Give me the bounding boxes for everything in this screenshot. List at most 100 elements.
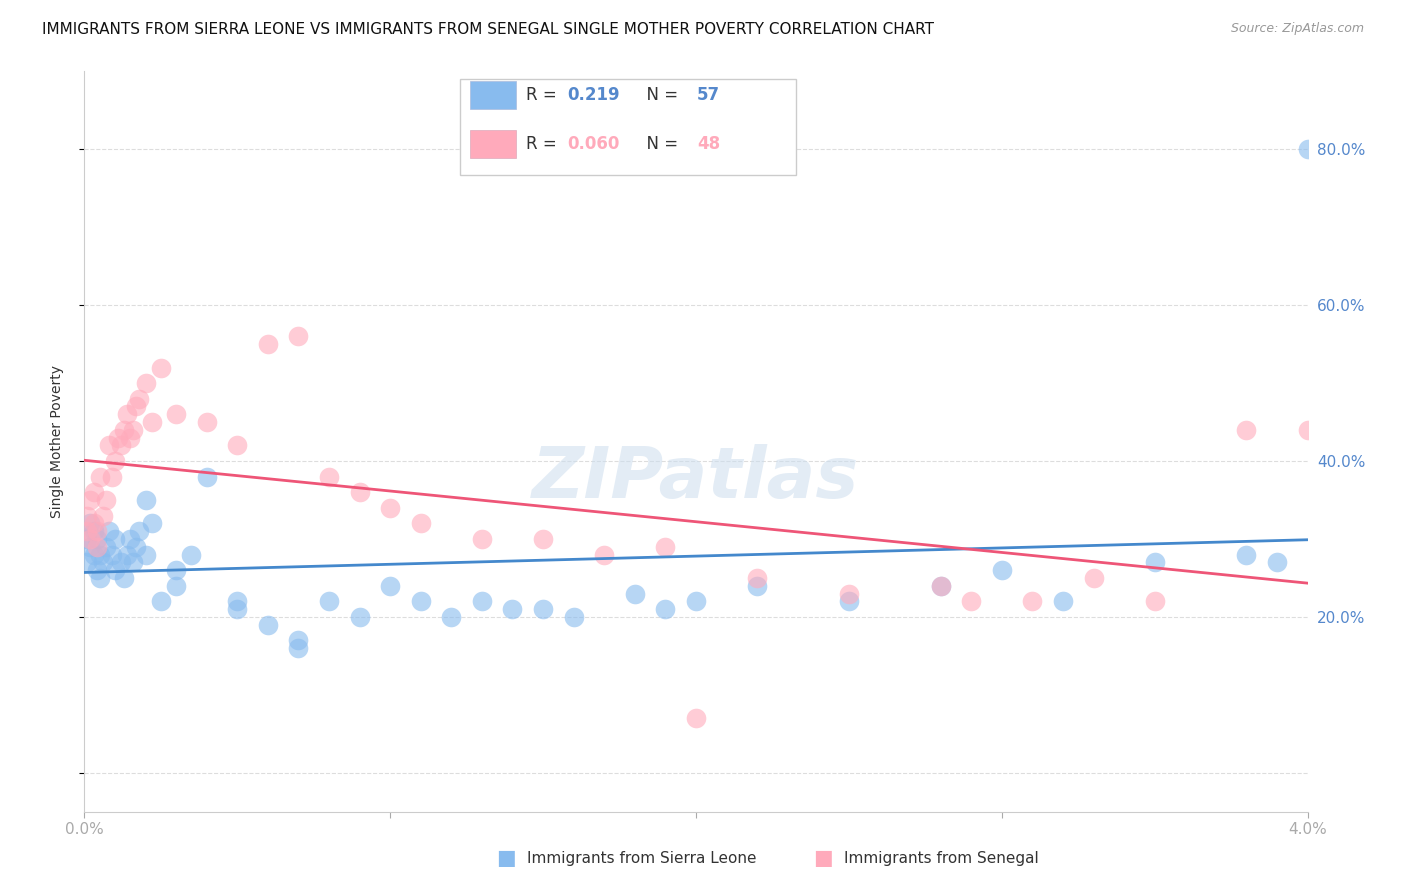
Point: [287, 641, 309, 656]
Point: [141, 415, 163, 429]
Point: [122, 555, 145, 569]
Point: [502, 602, 524, 616]
Point: [1052, 594, 1074, 608]
Y-axis label: Single Mother Poverty: Single Mother Poverty: [49, 365, 63, 518]
Text: Source: ZipAtlas.com: Source: ZipAtlas.com: [1230, 22, 1364, 36]
Point: [120, 431, 142, 445]
Point: [318, 469, 340, 483]
Text: 0.060: 0.060: [568, 135, 620, 153]
Point: [624, 586, 647, 600]
Point: [149, 594, 172, 608]
Point: [135, 376, 157, 390]
Point: [89, 548, 111, 562]
Point: [112, 423, 135, 437]
Point: [747, 571, 769, 585]
Point: [76, 532, 98, 546]
Text: N =: N =: [636, 87, 683, 104]
Text: 57: 57: [697, 87, 720, 104]
Point: [318, 594, 340, 608]
Text: Immigrants from Senegal: Immigrants from Senegal: [844, 851, 1039, 865]
Point: [83, 485, 105, 500]
Point: [122, 423, 145, 437]
Point: [1143, 594, 1166, 608]
Point: [83, 548, 105, 562]
Point: [1083, 571, 1105, 585]
Point: [79, 540, 101, 554]
Point: [685, 594, 707, 608]
Point: [287, 329, 309, 343]
Point: [79, 532, 101, 546]
Point: [107, 431, 129, 445]
Point: [89, 469, 111, 483]
Point: [165, 563, 187, 577]
Point: [135, 548, 157, 562]
Text: Immigrants from Sierra Leone: Immigrants from Sierra Leone: [527, 851, 756, 865]
Point: [226, 602, 249, 616]
FancyBboxPatch shape: [470, 81, 516, 110]
Point: [838, 586, 860, 600]
Point: [960, 594, 983, 608]
Point: [226, 594, 249, 608]
Point: [1296, 142, 1319, 156]
Point: [531, 532, 554, 546]
Point: [440, 610, 463, 624]
Point: [349, 485, 371, 500]
Point: [257, 337, 280, 351]
Point: [685, 711, 707, 725]
Point: [1143, 555, 1166, 569]
Point: [135, 493, 157, 508]
Point: [76, 508, 98, 523]
Point: [165, 407, 187, 421]
Text: ZIPatlas: ZIPatlas: [533, 444, 859, 513]
Point: [110, 438, 132, 452]
Point: [79, 493, 101, 508]
Point: [838, 594, 860, 608]
Point: [94, 540, 117, 554]
Point: [86, 563, 108, 577]
Point: [380, 579, 402, 593]
Point: [101, 469, 124, 483]
Point: [195, 415, 218, 429]
Point: [91, 555, 114, 569]
Point: [226, 438, 249, 452]
Point: [654, 602, 676, 616]
Point: [409, 516, 432, 531]
Text: 0.219: 0.219: [568, 87, 620, 104]
Point: [110, 555, 132, 569]
Point: [115, 548, 138, 562]
Point: [104, 454, 127, 468]
Text: ■: ■: [496, 848, 516, 868]
Point: [101, 548, 124, 562]
Point: [471, 594, 494, 608]
Point: [1236, 548, 1258, 562]
Point: [120, 532, 142, 546]
Text: N =: N =: [636, 135, 683, 153]
Point: [747, 579, 769, 593]
Text: ■: ■: [813, 848, 832, 868]
Text: R =: R =: [526, 87, 562, 104]
Point: [1236, 423, 1258, 437]
Point: [165, 579, 187, 593]
Point: [349, 610, 371, 624]
Point: [531, 602, 554, 616]
Point: [112, 571, 135, 585]
Point: [83, 516, 105, 531]
Point: [991, 563, 1014, 577]
Point: [1021, 594, 1043, 608]
Point: [409, 594, 432, 608]
Point: [97, 524, 120, 538]
Point: [128, 524, 150, 538]
Point: [929, 579, 952, 593]
Point: [86, 540, 108, 554]
Point: [94, 493, 117, 508]
Point: [195, 469, 218, 483]
Point: [83, 524, 105, 538]
Point: [76, 555, 98, 569]
Point: [471, 532, 494, 546]
Point: [257, 617, 280, 632]
Point: [562, 610, 585, 624]
Point: [104, 532, 127, 546]
Text: R =: R =: [526, 135, 562, 153]
Point: [1265, 555, 1288, 569]
Point: [149, 360, 172, 375]
